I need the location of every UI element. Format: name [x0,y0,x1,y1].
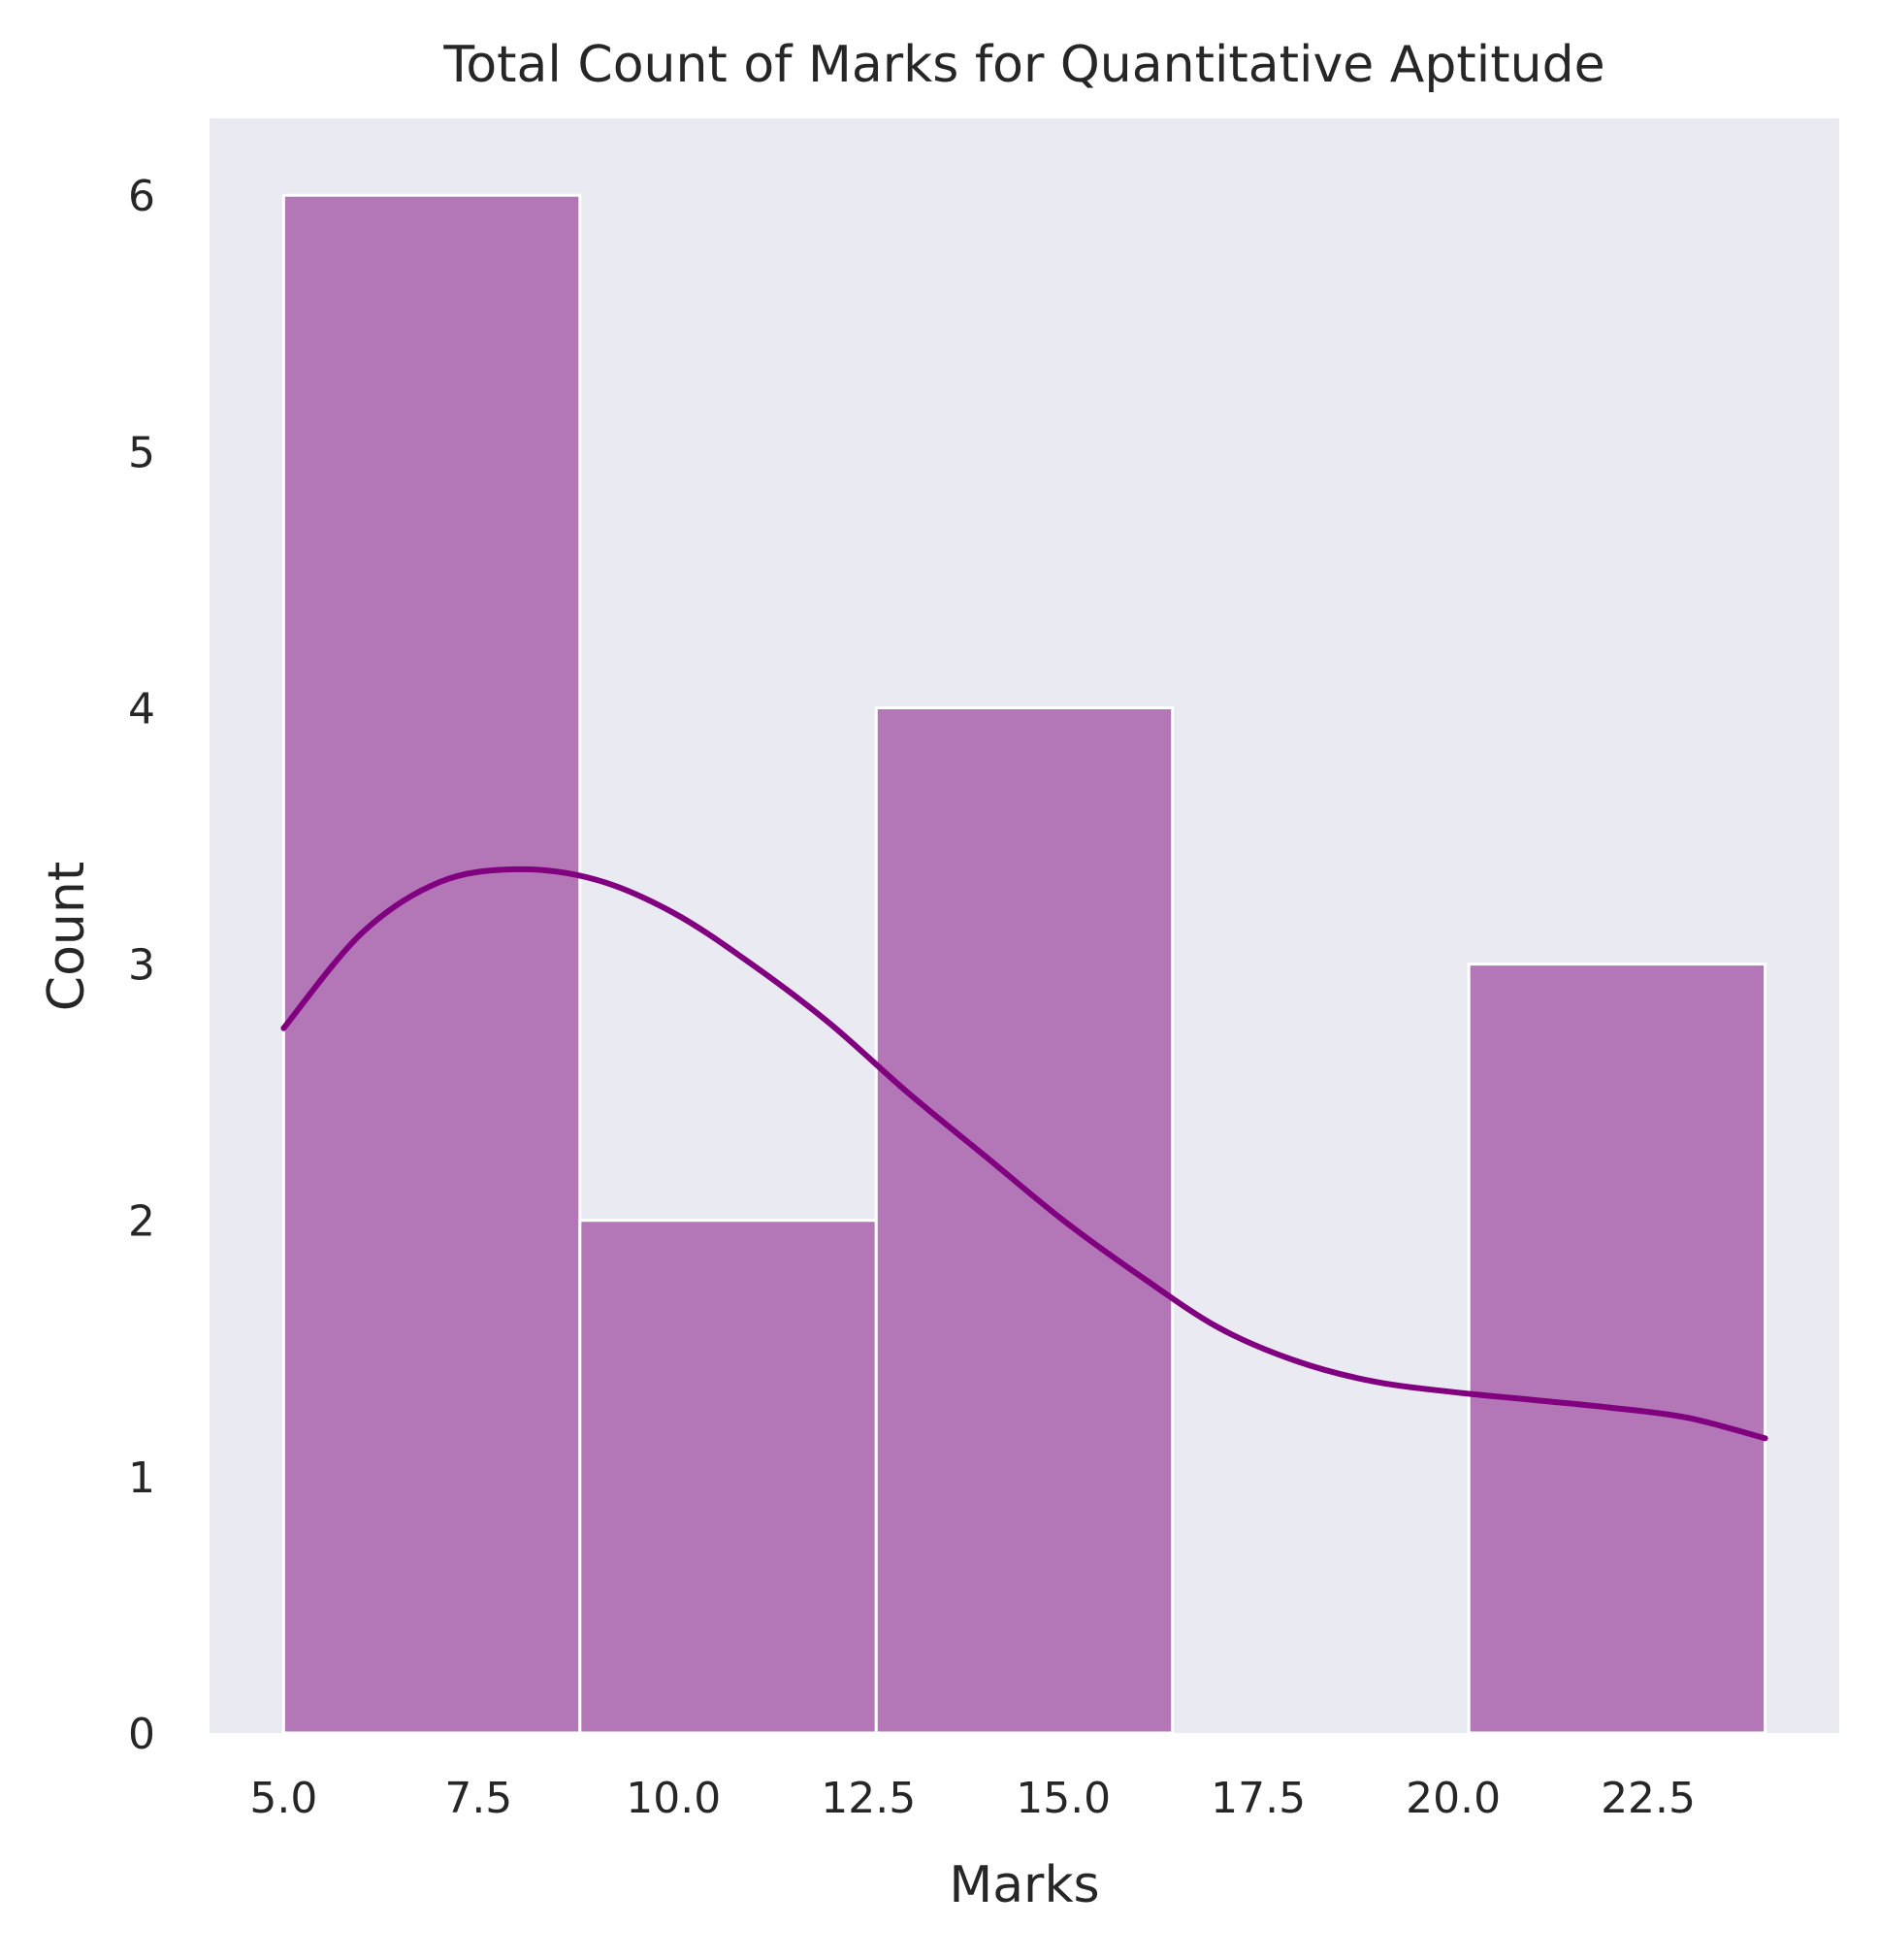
x-tick-label: 5.0 [249,1774,317,1823]
chart-title: Total Count of Marks for Quantitative Ap… [442,36,1604,94]
y-tick-label: 5 [128,428,155,477]
x-tick-label: 10.0 [626,1774,721,1823]
x-tick-labels: 5.0 7.5 10.0 12.5 15.0 17.5 20.0 22.5 [249,1774,1696,1823]
x-tick-label: 7.5 [444,1774,512,1823]
kde-line [280,866,1768,1442]
y-axis-label: Count [38,862,96,1011]
y-tick-label: 0 [128,1710,155,1759]
y-tick-label: 1 [128,1454,155,1503]
x-tick-label: 12.5 [821,1774,916,1823]
y-tick-label: 2 [128,1197,155,1247]
histogram-bar-2 [578,1219,878,1735]
y-tick-label: 6 [128,172,155,221]
x-tick-label: 15.0 [1016,1774,1111,1823]
y-tick-label: 4 [128,684,155,734]
x-axis-label: Marks [949,1856,1099,1914]
x-tick-label: 20.0 [1406,1774,1501,1823]
histogram-bar-3 [874,705,1175,1735]
y-tick-label: 3 [128,941,155,991]
x-tick-label: 22.5 [1601,1774,1696,1823]
y-tick-labels: 0 1 2 3 4 5 6 [128,172,155,1759]
x-tick-label: 17.5 [1211,1774,1306,1823]
histogram-bar-1 [281,193,582,1735]
bars-layer [281,193,1767,1735]
histogram-bar-5 [1467,963,1767,1735]
